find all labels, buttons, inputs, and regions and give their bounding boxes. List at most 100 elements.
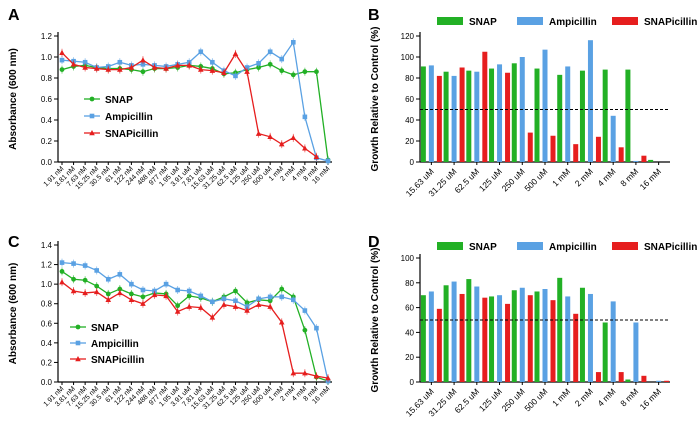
panel-c-point-snap [82,277,88,283]
panel-d-label: D [368,234,380,251]
panel-b-x-tick-label: 1 mM [550,166,572,188]
panel-c-point-ampicillin [291,297,296,303]
panel-c-point-ampicillin [82,263,88,268]
panel-d-x-tick-label: 16 mM [638,386,663,411]
panel-a-y-tick-label: 0.4 [41,116,53,125]
panel-a-y-tick-label: 0.0 [41,158,53,167]
panel-a-series-line-snap [61,63,329,160]
panel-d-y-tick-label: 0 [410,378,415,387]
panel-d-legend-label: Ampicillin [549,242,597,253]
panel-c-point-ampicillin [140,287,146,293]
panel-d-bar-snap [602,322,608,382]
panel-a-point-snapicillin [197,66,204,72]
legend-marker-snapicillin [89,130,95,136]
panel-a-y-tick-label: 0.6 [41,95,53,104]
panel-b-bar-ampicillin [474,71,480,162]
panel-c-point-snapicillin [232,303,239,309]
panel-a-point-snapicillin [255,130,262,136]
panel-c-point-snapicillin [140,300,146,306]
panel-c-point-snap [105,291,111,297]
panel-a-point-snapicillin [163,65,169,71]
panel-c-point-snapicillin [70,287,77,294]
legend-swatch-snap [437,242,463,250]
panel-c-point-ampicillin [314,325,319,331]
panel-a-label: A [8,7,20,24]
panel-b-bar-ampicillin [428,65,434,162]
panel-a-point-ampicillin [233,73,238,79]
panel-a-point-snapicillin [313,153,320,159]
panel-b-y-tick-label: 20 [405,137,414,146]
panel-c-y-tick-label: 1.0 [41,280,53,289]
panel-a-point-ampicillin [325,158,331,164]
panel-a-point-snapicillin [93,65,100,71]
panel-a-y-tick-label: 0.2 [41,137,53,146]
panel-b-bar-snapicillin [641,155,647,162]
panel-b-x-tick-label: 125 uM [477,166,504,193]
panel-d-bar-snapicillin [436,308,442,382]
panel-b-y-axis-title: Growth Relative to Control (%) [370,27,381,172]
panel-a-point-snapicillin [117,66,123,72]
panel-c-point-ampicillin [186,288,192,294]
panel-d-bar-snapicillin [573,313,579,382]
panel-d-x-tick-label: 1 mM [550,386,572,408]
panel-d-bar-snap [443,285,449,382]
panel-d-bar-ampicillin [474,286,480,382]
panel-a-point-snapicillin [267,133,273,139]
panel-a-point-snapicillin [209,67,216,73]
panel-c-point-ampicillin [129,281,134,287]
panel-b-x-tick-label: 4 mM [595,166,617,188]
panel-d-bar-ampicillin [428,291,434,382]
panel-d-bar-snapicillin [482,297,488,382]
panel-a-point-snapicillin [70,61,77,67]
panel-c-point-snapicillin [267,303,273,309]
panel-a-point-snap [279,68,285,74]
panel-c-point-snap [94,283,100,289]
panel-b-bar-snap [443,71,449,162]
panel-b-bar-snapicillin [595,136,601,162]
panel-a-point-snapicillin [302,145,308,151]
panel-c-point-ampicillin [279,294,285,300]
legend-marker-ampicillin [75,340,81,346]
panel-a-point-snapicillin [174,62,181,68]
panel-b-label: B [368,7,380,24]
panel-d-y-axis-title: Growth Relative to Control (%) [370,248,381,393]
legend-marker-snapicillin [75,356,81,362]
panel-b-bar-snapicillin [505,72,511,162]
panel-b-bar-snap [625,69,631,162]
panel-b-y-tick-label: 0 [410,158,415,167]
panel-a-point-snapicillin [128,64,135,70]
panel-c-point-snap [128,291,134,297]
panel-a-point-ampicillin [59,57,65,63]
panel-c-point-snap [279,286,285,292]
panel-b-x-tick-label: 62.5 uM [452,166,481,195]
panel-b-bar-ampicillin [497,64,503,162]
panel-c-point-snapicillin [128,296,135,302]
legend-marker-snap [89,96,95,102]
panel-d-y-tick-label: 80 [405,279,414,288]
panel-b-bar-snap [511,63,517,162]
panel-a-point-ampicillin [198,49,204,55]
panel-a-point-snapicillin [59,49,65,55]
panel-c-point-snapicillin [105,296,112,302]
panel-a-point-ampicillin [244,65,250,70]
panel-b-bar-ampicillin [610,115,616,162]
panel-a-point-ampicillin [302,114,308,120]
panel-a-point-snap [256,65,262,70]
panel-a-series-line-ampicillin [61,40,329,162]
panel-a-point-snapicillin [82,64,88,70]
panel-a-point-snap [302,69,308,75]
panel-b-x-tick-label: 250 uM [500,166,527,193]
panel-c-y-tick-label: 1.4 [41,241,53,250]
panel-c-point-snapicillin [82,289,88,296]
panel-a-point-snapicillin [244,68,250,74]
panel-c-point-snap [140,294,146,300]
panel-c-point-ampicillin [175,287,180,293]
panel-c-point-ampicillin [233,298,238,304]
panel-b-bar-snap [534,68,540,162]
panel-c-point-snapicillin [255,301,262,307]
panel-c-point-snapicillin [302,370,308,376]
legend-swatch-snap [437,17,463,25]
panel-a-point-snapicillin [105,66,112,72]
panel-d-bar-snapicillin [664,380,670,382]
panel-c-point-snapicillin [278,319,285,325]
